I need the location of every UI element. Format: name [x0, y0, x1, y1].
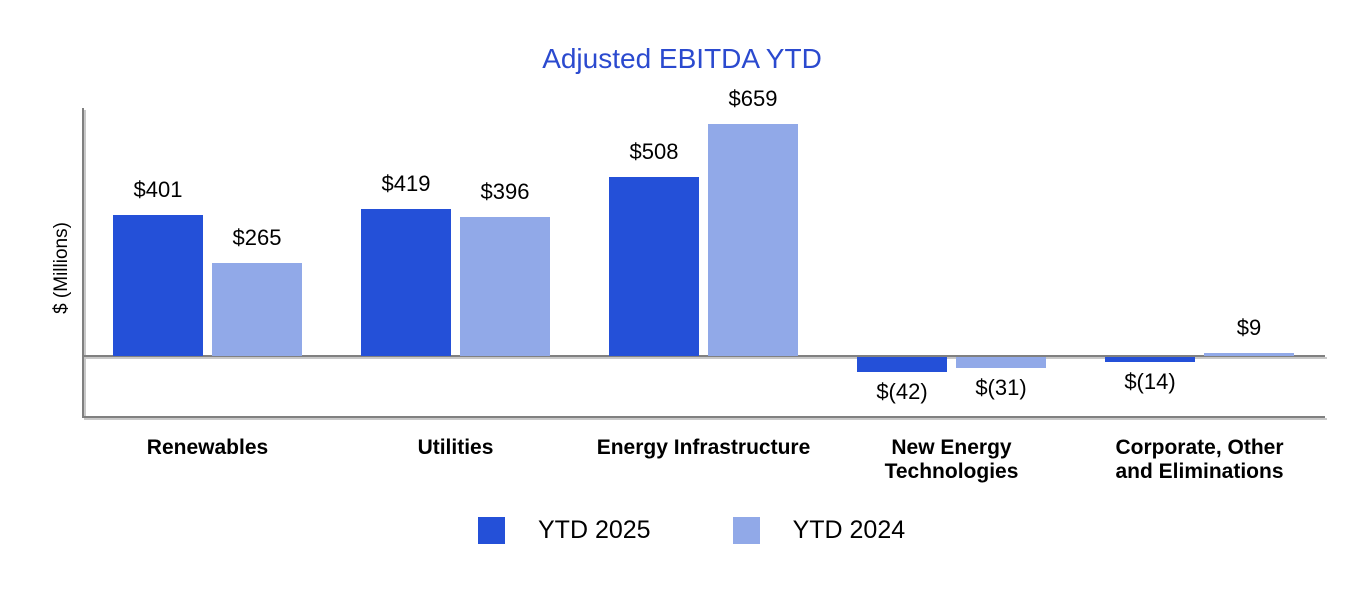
bar-value-label: $265 — [232, 225, 282, 250]
category-label-utilities: Utilities — [417, 436, 494, 459]
zero-gridline — [82, 355, 1325, 357]
legend-item-ytd-2024: YTD 2024 — [732, 516, 906, 545]
bar-ytd-2024 — [460, 217, 550, 356]
bar-ytd-2025 — [361, 209, 451, 356]
bar-ytd-2025 — [1105, 357, 1195, 362]
bar-value-label: $401 — [133, 177, 183, 202]
category-label-corporate-other: Corporate, Other and Eliminations — [1115, 436, 1284, 483]
bar-ytd-2024 — [212, 263, 302, 356]
legend: YTD 2025 YTD 2024 — [478, 516, 905, 545]
bar-ytd-2025 — [857, 357, 947, 372]
bar-value-label: $396 — [480, 179, 530, 204]
bar-value-label: $(42) — [876, 379, 928, 404]
bar-value-label: $(31) — [975, 375, 1027, 400]
bar-value-label: $9 — [1236, 315, 1262, 340]
y-axis-label: $ (Millions) — [51, 222, 72, 314]
bar-ytd-2024 — [956, 357, 1046, 368]
category-label-new-energy: New Energy Technologies — [884, 436, 1019, 483]
bar-ytd-2024 — [708, 124, 798, 356]
legend-label: YTD 2025 — [538, 516, 651, 544]
x-axis-baseline — [82, 416, 1325, 418]
bar-value-label: $659 — [728, 86, 778, 111]
category-label-renewables: Renewables — [146, 436, 269, 459]
legend-swatch — [478, 517, 505, 544]
chart-title: Adjusted EBITDA YTD — [542, 43, 822, 74]
y-axis-line — [82, 108, 84, 418]
bar-value-label: $508 — [629, 139, 679, 164]
legend-item-ytd-2025: YTD 2025 — [478, 516, 651, 545]
legend-label: YTD 2024 — [792, 516, 906, 544]
plot-area: $401 $265 $419 $396 $508 $659 $(42) $(31) $(14) $… — [82, 86, 1323, 418]
bar-ytd-2025 — [609, 177, 699, 356]
bar-value-label: $(14) — [1124, 369, 1176, 394]
legend-swatch — [732, 517, 760, 544]
bar-ytd-2025 — [113, 215, 203, 356]
bar-ytd-2024 — [1204, 353, 1294, 356]
category-label-energy-infrastructure: Energy Infrastructure — [596, 436, 811, 459]
bar-value-label: $419 — [381, 171, 431, 196]
